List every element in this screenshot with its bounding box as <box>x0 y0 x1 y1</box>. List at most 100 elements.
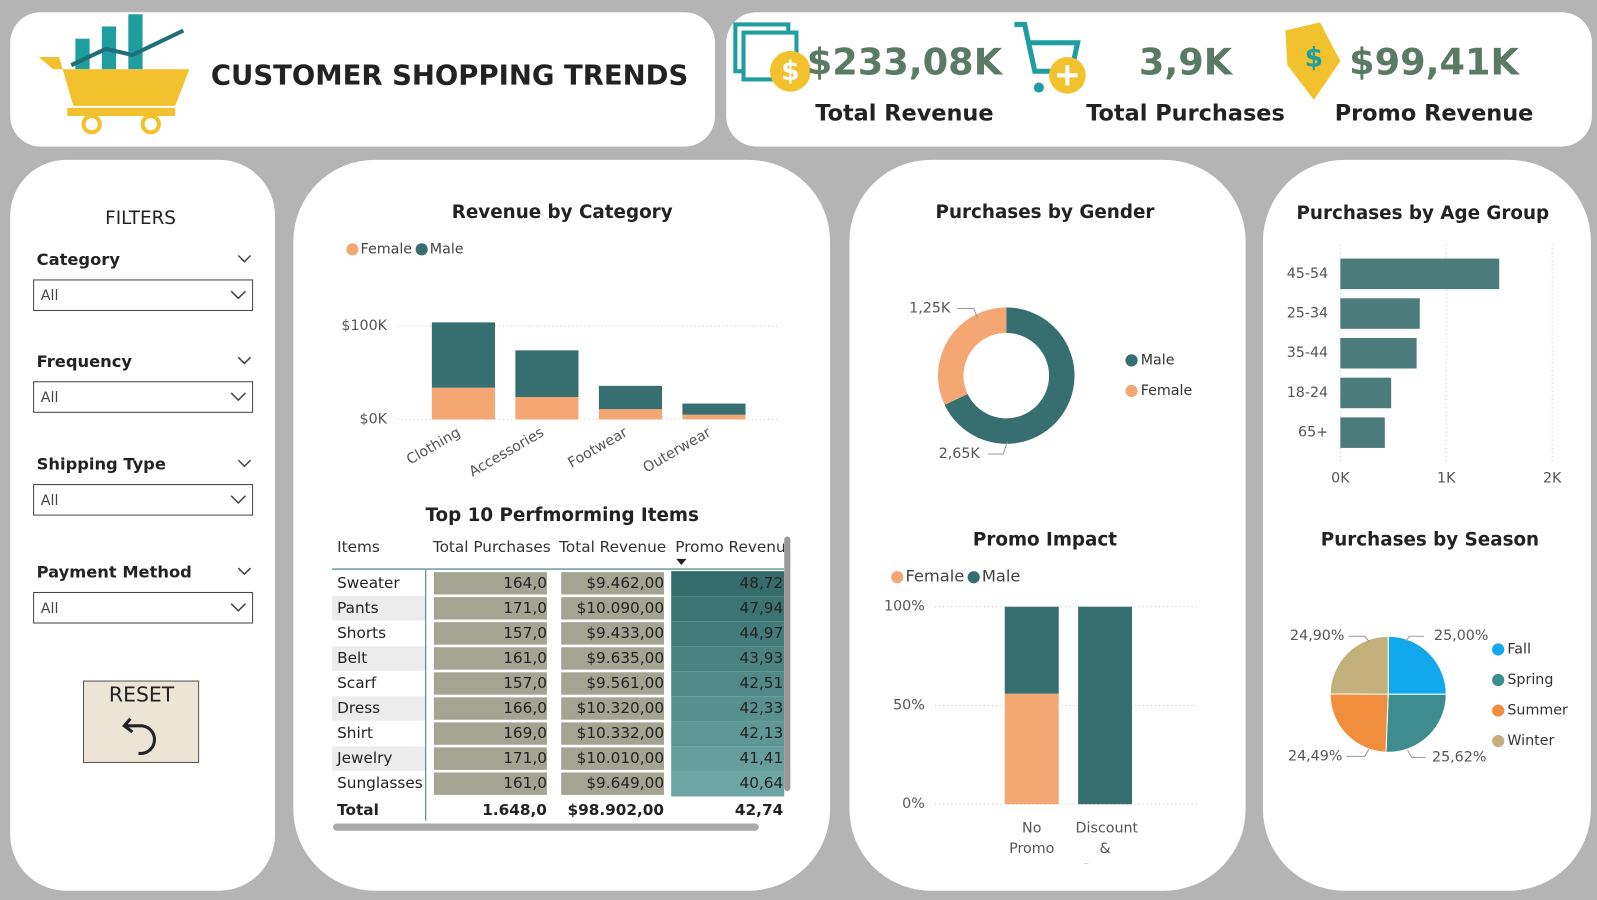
table-cell: $10.320,00 <box>577 699 664 717</box>
filter-label: Frequency <box>37 352 133 371</box>
cell-bar <box>671 671 785 697</box>
slice <box>1387 635 1447 695</box>
cart-icon <box>1014 21 1086 94</box>
reset-icon <box>122 717 156 755</box>
table-cell: 164,0 <box>503 574 547 592</box>
filter-chevron <box>237 567 252 576</box>
bar-segment <box>515 397 579 420</box>
bar-segment <box>682 403 746 415</box>
filter-dropdown[interactable] <box>33 279 254 311</box>
legend-marker <box>1492 734 1505 748</box>
data-label: 24,90% <box>1290 628 1344 644</box>
filter-label: Category <box>37 250 121 269</box>
v-scrollbar[interactable] <box>784 536 791 791</box>
table-cell: 161,0 <box>503 649 547 667</box>
h-scrollbar[interactable] <box>333 823 759 831</box>
bar <box>1340 258 1500 290</box>
table-cell: 42,51 <box>740 674 784 692</box>
table-cell: Shirt <box>337 724 373 742</box>
y-tick-label: 35-44 <box>1287 345 1328 361</box>
filter-label: Shipping Type <box>37 455 166 474</box>
y-tick-label: 45-54 <box>1287 266 1328 282</box>
cell-bar <box>561 722 665 745</box>
filter-chevron <box>237 459 252 468</box>
cell-bar <box>433 572 547 595</box>
table-cell: $10.090,00 <box>577 599 664 617</box>
table-cell: Pants <box>337 599 379 617</box>
filter-value: All <box>41 288 59 304</box>
x-tick-text: Discount & Promo <box>1075 820 1138 864</box>
canvas: CUSTOMER SHOPPING TRENDS $ $ RESET FILTE… <box>10 12 1592 891</box>
cell-bar <box>433 647 547 670</box>
column-header: Total Purchases <box>432 538 551 556</box>
cell-bar <box>433 672 547 695</box>
cell-bar <box>433 697 547 720</box>
money-icon: $ <box>733 22 811 92</box>
legend-label: Summer <box>1507 703 1568 719</box>
y-tick-label: 25-34 <box>1287 306 1328 322</box>
legend-label: Male <box>1141 352 1175 368</box>
y-tick-label: $100K <box>341 318 387 334</box>
data-label: 25,00% <box>1434 628 1488 644</box>
row-stripe <box>332 746 426 771</box>
bar-segment <box>598 385 663 410</box>
cell-bar <box>671 596 785 622</box>
kpi-panel <box>726 12 1592 147</box>
cell-bar <box>433 622 547 645</box>
bar <box>1340 417 1385 448</box>
table-cell: $9.433,00 <box>586 624 664 642</box>
column-header: Promo Revenue <box>675 538 795 556</box>
reset-button[interactable] <box>83 680 200 763</box>
table-total: 42,74 <box>735 801 783 819</box>
table-cell: 161,0 <box>503 774 547 792</box>
bar-segment <box>1078 606 1133 805</box>
table-total: $98.902,00 <box>567 801 664 819</box>
table-cell: Shorts <box>337 624 386 642</box>
table-cell: $9.561,00 <box>586 674 664 692</box>
cell-bar <box>671 721 785 747</box>
bar <box>1340 377 1392 409</box>
filter-dropdown[interactable] <box>33 381 254 413</box>
legend-label: Female <box>1141 383 1193 399</box>
x-tick-label: 0K <box>1331 470 1350 486</box>
table-cell: $10.332,00 <box>577 724 664 742</box>
kpi-value: 3,9K <box>1139 41 1234 84</box>
cell-bar <box>671 571 785 597</box>
leader-line <box>987 441 1008 455</box>
table-cell: $10.010,00 <box>577 749 664 767</box>
table-cell: Dress <box>337 699 380 717</box>
x-tick-text: No Promo <box>1009 820 1055 858</box>
bar-segment <box>1004 693 1059 805</box>
filter-value: All <box>41 493 59 509</box>
logo-icon <box>38 14 190 135</box>
dashboard-title: CUSTOMER SHOPPING TRENDS <box>211 59 688 91</box>
bar <box>1340 298 1420 329</box>
cell-bar <box>561 647 665 670</box>
cell-bar <box>671 746 785 772</box>
filters-title: FILTERS <box>105 208 176 229</box>
header-panel <box>10 12 715 147</box>
slice <box>1385 693 1447 753</box>
table-cell: 169,0 <box>503 724 547 742</box>
cell-bar <box>561 697 665 720</box>
slice <box>1329 693 1389 753</box>
table-cell: 47,94 <box>740 599 784 617</box>
filter-label: Payment Method <box>37 563 192 582</box>
slice <box>1329 635 1389 695</box>
filter-dropdown[interactable] <box>33 591 254 624</box>
leader-line <box>1407 750 1426 758</box>
cell-bar <box>561 597 665 620</box>
chart-title: Purchases by Age Group <box>1297 203 1550 224</box>
table-cell: 157,0 <box>503 624 547 642</box>
x-tick-label: 1K <box>1437 470 1456 486</box>
legend-label: Male <box>430 241 464 257</box>
leader-line <box>1346 748 1370 757</box>
legend-marker <box>346 243 359 256</box>
cell-bar <box>561 672 665 695</box>
filter-dropdown[interactable] <box>33 484 254 516</box>
reset-label[interactable]: RESET <box>109 682 175 706</box>
kpi-value: $233,08K <box>807 41 1004 84</box>
cell-bar <box>671 771 785 797</box>
table-cell: 44,97 <box>740 624 784 642</box>
